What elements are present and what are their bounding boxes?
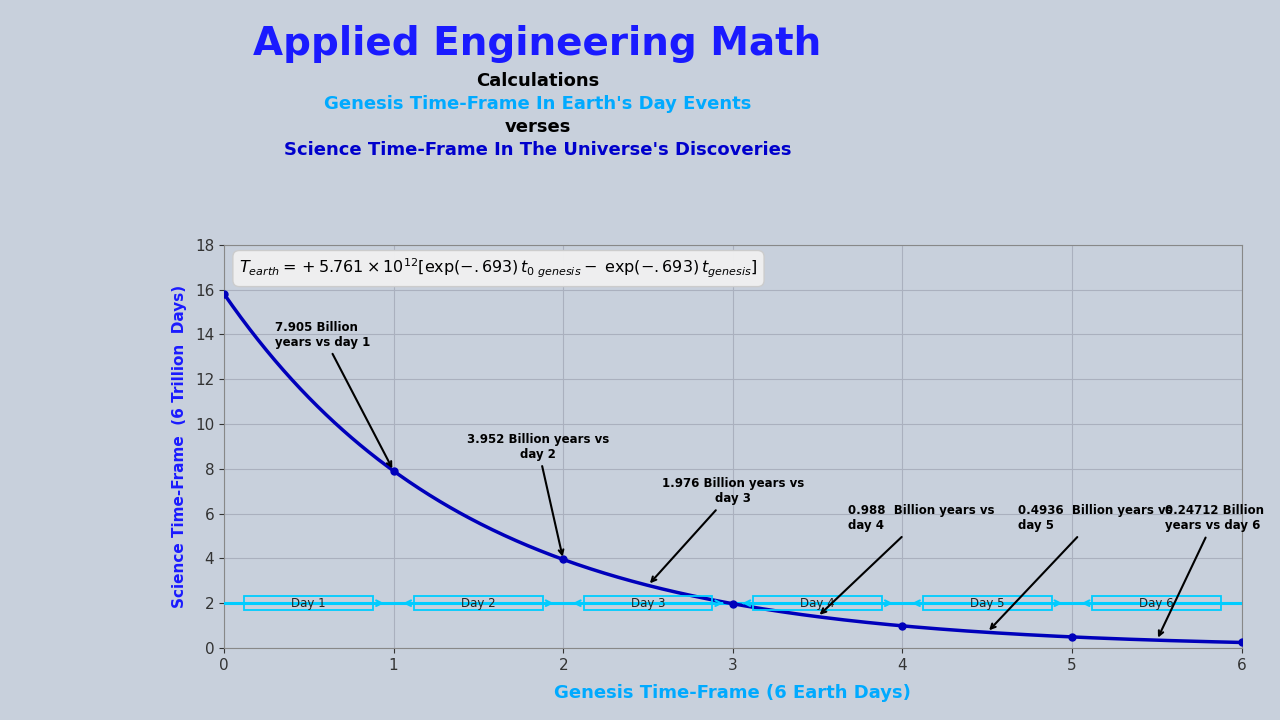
- Y-axis label: Science Time-Frame  (6 Trillion  Days): Science Time-Frame (6 Trillion Days): [172, 285, 187, 608]
- Text: Day 5: Day 5: [970, 597, 1005, 610]
- Text: 0.24712 Billion
years vs day 6: 0.24712 Billion years vs day 6: [1158, 504, 1265, 636]
- Text: 0.4936  Billion years vs
day 5: 0.4936 Billion years vs day 5: [991, 504, 1172, 629]
- Text: Day 4: Day 4: [800, 597, 835, 610]
- Text: Genesis Time-Frame In Earth's Day Events: Genesis Time-Frame In Earth's Day Events: [324, 95, 751, 113]
- Text: Applied Engineering Math: Applied Engineering Math: [253, 25, 822, 63]
- Text: 1.976 Billion years vs
day 3: 1.976 Billion years vs day 3: [652, 477, 804, 582]
- Text: 3.952 Billion years vs
day 2: 3.952 Billion years vs day 2: [467, 433, 609, 554]
- Text: Calculations: Calculations: [476, 72, 599, 90]
- Text: Day 3: Day 3: [631, 597, 666, 610]
- Text: $T_{earth} = +5.761 \times 10^{12}$$\left[\exp(-.693)\,t_{0\;genesis} -\; \exp(-: $T_{earth} = +5.761 \times 10^{12}$$\lef…: [239, 257, 758, 280]
- Text: Day 1: Day 1: [292, 597, 326, 610]
- Text: verses: verses: [504, 118, 571, 136]
- Text: Day 6: Day 6: [1139, 597, 1174, 610]
- Text: Day 2: Day 2: [461, 597, 495, 610]
- Text: Science Time-Frame In The Universe's Discoveries: Science Time-Frame In The Universe's Dis…: [284, 141, 791, 159]
- Text: 7.905 Billion
years vs day 1: 7.905 Billion years vs day 1: [275, 320, 392, 467]
- Text: 0.988  Billion years vs
day 4: 0.988 Billion years vs day 4: [822, 504, 995, 613]
- X-axis label: Genesis Time-Frame (6 Earth Days): Genesis Time-Frame (6 Earth Days): [554, 684, 911, 702]
